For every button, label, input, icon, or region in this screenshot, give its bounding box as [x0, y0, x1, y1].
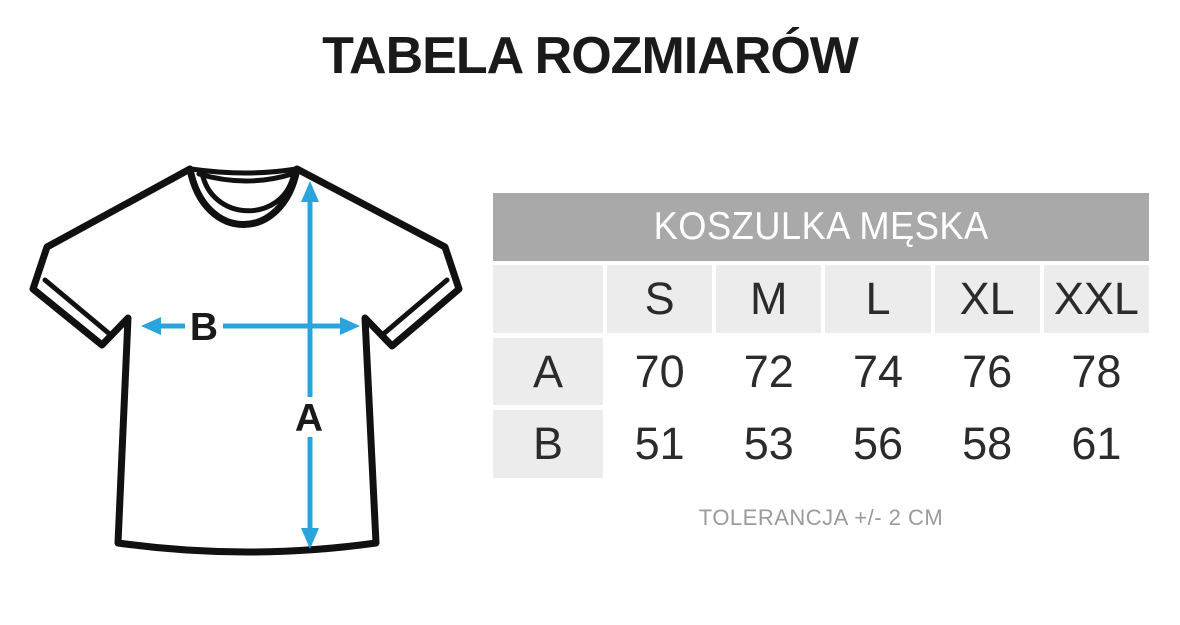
size-table-header-label: KOSZULKA MĘSKA [653, 205, 989, 248]
page-title: TABELA ROZMIARÓW [322, 27, 859, 85]
measure-label-a: A [295, 397, 323, 440]
cell-b-xl: 58 [962, 418, 1013, 469]
width-arrow-head-right [340, 317, 360, 335]
size-table: KOSZULKA MĘSKA S M L XL XXL A 70 72 74 7… [493, 193, 1149, 531]
right-cuff-seam [378, 277, 450, 339]
collar-seam-line [196, 171, 295, 184]
cell-a-xl: 76 [962, 345, 1013, 397]
collar-inner-curve [200, 174, 296, 214]
cell-b-l: 56 [852, 418, 904, 469]
cell-b-s: 51 [634, 418, 685, 469]
width-arrow-head-left [141, 317, 161, 335]
cell-b-m: 53 [743, 418, 794, 469]
cell-a-m: 72 [743, 345, 794, 397]
cell-a-l: 74 [852, 345, 904, 397]
size-table-grid: S M L XL XXL A 70 72 74 76 78 B 51 53 56… [493, 265, 1149, 478]
measure-label-b: B [190, 306, 218, 349]
tolerance-note: TOLERANCJA +/- 2 CM [698, 505, 944, 530]
cell-b-xxl: 61 [1071, 418, 1122, 469]
size-table-header: KOSZULKA MĘSKA [493, 193, 1149, 261]
size-col-xxl: XXL [1043, 265, 1149, 333]
left-cuff-seam [42, 277, 115, 339]
size-col-xl: XL [934, 265, 1040, 333]
length-arrow-head-down [301, 528, 319, 549]
corner-cell [493, 265, 603, 333]
size-col-l: L [825, 265, 931, 333]
row-label-a: A [493, 338, 603, 405]
collar-top-line [188, 166, 299, 176]
cell-a-s: 70 [634, 345, 685, 397]
size-col-s: S [607, 265, 713, 333]
tshirt-measurement-diagram: A B [29, 165, 463, 556]
row-label-b: B [493, 410, 603, 478]
tshirt-outline [29, 165, 463, 556]
size-col-m: M [716, 265, 822, 333]
length-arrow-head-up [301, 181, 319, 202]
cell-a-xxl: 78 [1071, 345, 1122, 397]
